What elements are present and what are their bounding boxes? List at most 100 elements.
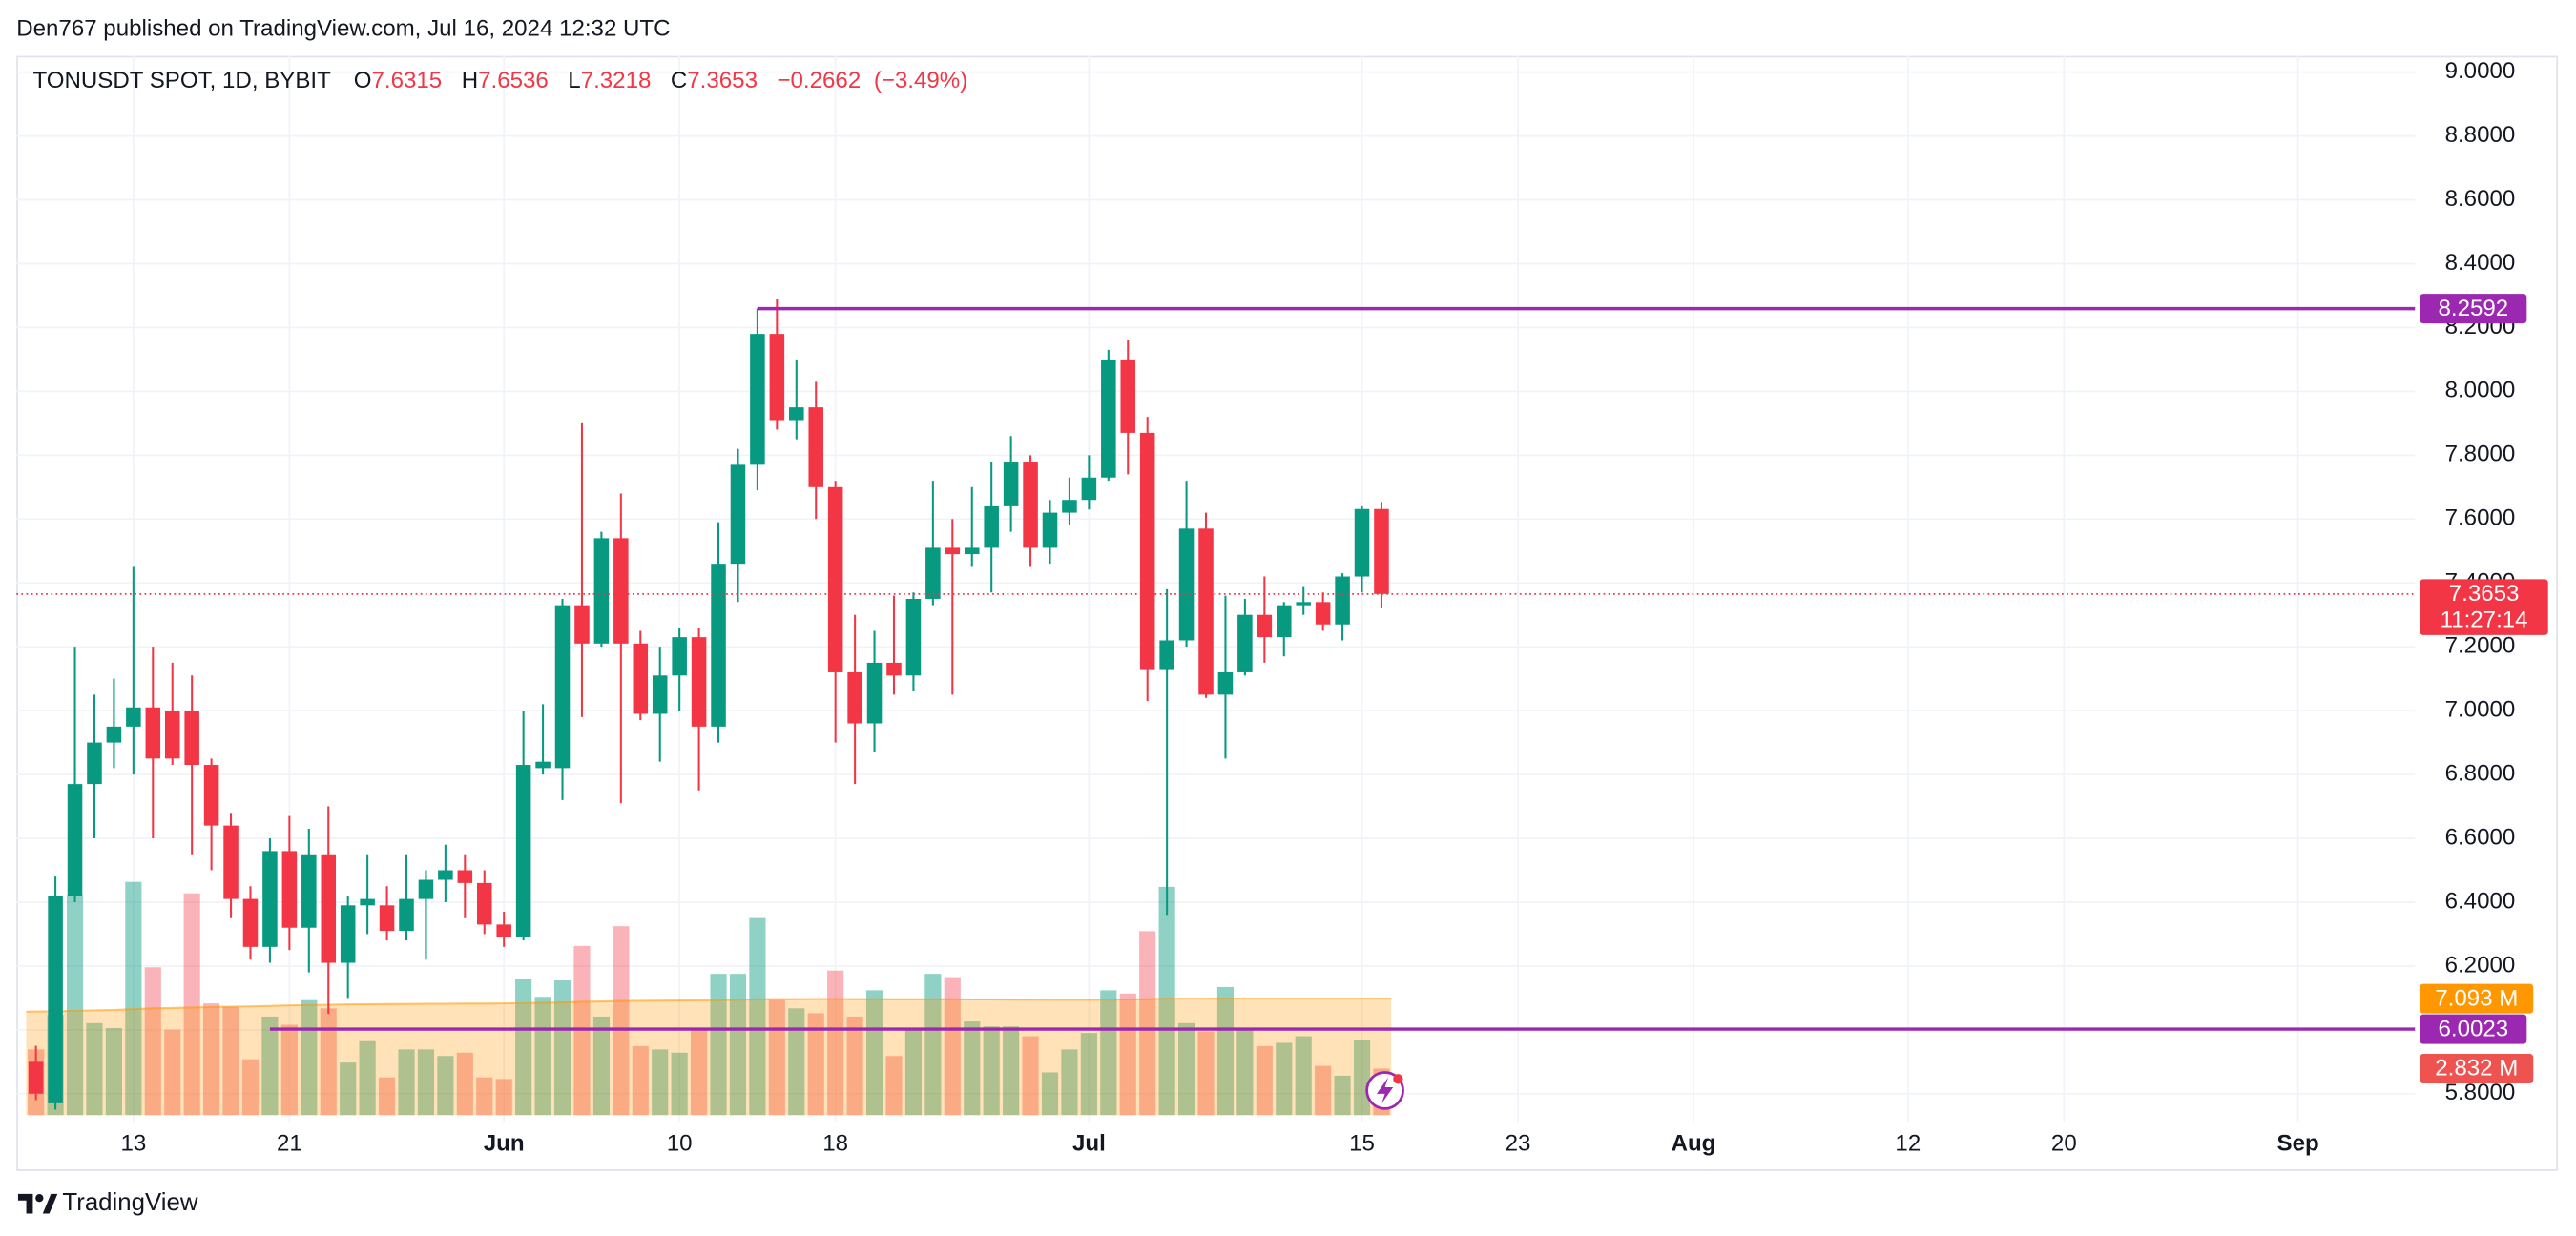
volume-bar bbox=[183, 893, 200, 1116]
candle-body bbox=[203, 765, 219, 826]
volume-bar bbox=[66, 895, 84, 1116]
volume-bar bbox=[788, 1008, 805, 1116]
x-tick-label: Jun bbox=[484, 1131, 525, 1157]
volume-bar bbox=[1061, 1049, 1078, 1116]
candle-body bbox=[925, 547, 941, 599]
candle-body bbox=[554, 605, 571, 769]
volume-bar bbox=[417, 1049, 435, 1116]
hline-label-text: 8.2592 bbox=[2439, 296, 2509, 321]
candle-body bbox=[360, 898, 375, 906]
candles bbox=[28, 299, 1389, 1110]
publish-header: Den767 published on TradingView.com, Jul… bbox=[16, 15, 670, 41]
volume-label-text: 2.832 M bbox=[2435, 1056, 2518, 1082]
y-tick-label: 9.0000 bbox=[2445, 58, 2516, 84]
candle-body bbox=[87, 742, 102, 785]
legend-low: 7.3218 bbox=[581, 68, 652, 93]
x-tick-label: 20 bbox=[2051, 1131, 2077, 1157]
y-tick-label: 7.8000 bbox=[2445, 442, 2516, 467]
x-tick-label: 12 bbox=[1895, 1131, 1921, 1157]
y-tick-label: 7.6000 bbox=[2445, 505, 2516, 531]
candle-body bbox=[67, 784, 83, 896]
candle-body bbox=[281, 851, 298, 928]
candle-body bbox=[1315, 602, 1331, 625]
volume-bar bbox=[437, 1056, 454, 1116]
x-tick-label: 23 bbox=[1506, 1131, 1531, 1157]
candle-body bbox=[48, 896, 63, 1103]
candle-body bbox=[769, 334, 785, 421]
volume-bar bbox=[983, 1026, 1000, 1116]
candle-body bbox=[1217, 671, 1234, 695]
candle-body bbox=[399, 898, 414, 932]
y-tick-label: 6.6000 bbox=[2445, 824, 2516, 850]
y-tick-label: 7.2000 bbox=[2445, 633, 2516, 659]
volume-bar bbox=[144, 967, 161, 1116]
volume-bar bbox=[729, 974, 747, 1116]
candle-body bbox=[1374, 508, 1389, 594]
candle-body bbox=[672, 637, 687, 676]
candle-body bbox=[633, 643, 649, 714]
legend-key: C bbox=[671, 68, 687, 93]
candle-body bbox=[1042, 512, 1058, 548]
volume-bar bbox=[1041, 1072, 1059, 1116]
y-tick-label: 7.0000 bbox=[2445, 696, 2516, 722]
legend-change: −0.2662 bbox=[777, 68, 861, 93]
candle-body bbox=[184, 711, 199, 766]
volume-bar bbox=[1139, 931, 1156, 1116]
volume-bar bbox=[105, 1027, 123, 1116]
volume-label-box bbox=[2420, 1053, 2534, 1083]
volume-bar bbox=[456, 1052, 473, 1116]
volume-bar bbox=[904, 1029, 923, 1116]
y-tick-label: 8.4000 bbox=[2445, 250, 2516, 276]
last-price-box bbox=[2420, 579, 2548, 635]
volume-bar bbox=[1119, 993, 1136, 1116]
volume-bar bbox=[359, 1040, 376, 1116]
y-tick-label: 8.0000 bbox=[2445, 378, 2516, 403]
volume-bar bbox=[944, 977, 961, 1116]
volume-bar bbox=[1080, 1033, 1097, 1116]
volume-bar bbox=[827, 970, 844, 1116]
replay-icon bbox=[1365, 1071, 1404, 1110]
volume-bar bbox=[671, 1052, 688, 1116]
candle-body bbox=[28, 1061, 44, 1094]
candle-body bbox=[262, 851, 278, 947]
volume-bar bbox=[1197, 1031, 1215, 1116]
candle-body bbox=[476, 882, 492, 925]
y-tick-label: 8.8000 bbox=[2445, 122, 2516, 148]
volume-bar bbox=[1295, 1036, 1312, 1116]
x-tick-label: 13 bbox=[120, 1131, 146, 1157]
hline-label-box bbox=[2420, 294, 2527, 324]
volume-bar bbox=[592, 1016, 610, 1116]
volume-ma-label-box bbox=[2420, 983, 2534, 1014]
volume-bar bbox=[261, 1016, 279, 1116]
legend-close: 7.3653 bbox=[687, 68, 758, 93]
candle-body bbox=[1354, 508, 1370, 577]
candle-body bbox=[223, 825, 239, 899]
y-tick-label: 6.8000 bbox=[2445, 760, 2516, 786]
volume-bar bbox=[691, 1029, 708, 1116]
candle-body bbox=[1296, 602, 1311, 606]
legend-open: 7.6315 bbox=[372, 68, 443, 93]
candle-body bbox=[340, 905, 356, 963]
volume-bar bbox=[553, 980, 571, 1116]
candle-body bbox=[964, 547, 980, 555]
volume-bar bbox=[1315, 1065, 1332, 1116]
legend: TONUSDT SPOT, 1D, BYBIT O7.6315 H7.6536 … bbox=[32, 68, 967, 93]
candle-body bbox=[1198, 528, 1214, 695]
volume-ma-area bbox=[26, 998, 1392, 1116]
volume-bar bbox=[652, 1049, 669, 1116]
legend-key: H bbox=[462, 68, 478, 93]
candle-body bbox=[593, 538, 610, 644]
volume-bar bbox=[515, 978, 532, 1116]
legend-key: L bbox=[568, 68, 580, 93]
volume-ma-line bbox=[26, 997, 1392, 1013]
candle-body bbox=[301, 854, 317, 928]
volume-bar bbox=[378, 1077, 396, 1116]
volume-bar bbox=[1003, 1026, 1020, 1116]
candle-body bbox=[652, 675, 668, 714]
volume-bar bbox=[164, 1029, 181, 1116]
legend-high: 7.6536 bbox=[478, 68, 549, 93]
candle-body bbox=[1101, 359, 1116, 478]
candle-body bbox=[905, 598, 922, 676]
candle-body bbox=[730, 464, 746, 565]
y-tick-label: 6.4000 bbox=[2445, 888, 2516, 914]
